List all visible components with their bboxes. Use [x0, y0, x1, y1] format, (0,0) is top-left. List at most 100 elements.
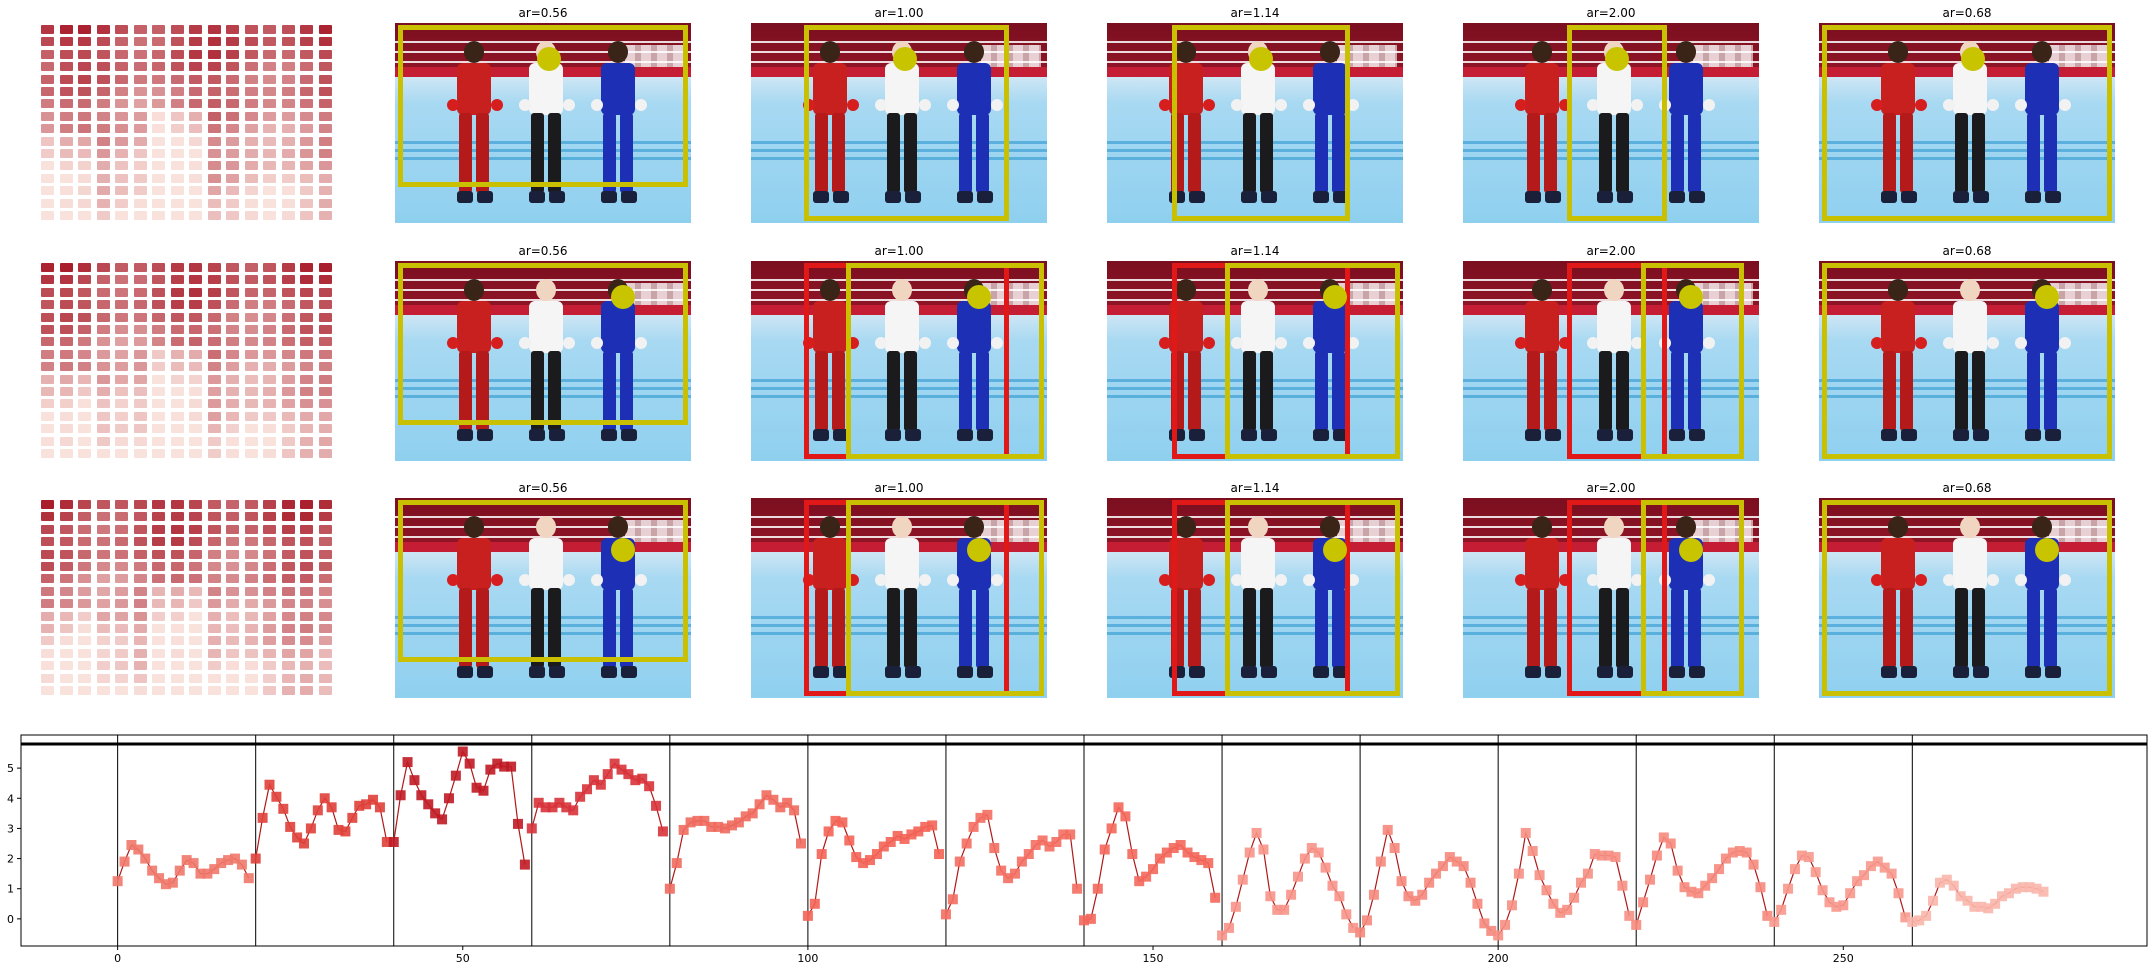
heatmap-cell: [133, 198, 147, 208]
heatmap-cell: [152, 524, 165, 534]
data-point: [1299, 853, 1310, 864]
heatmap-cell: [281, 411, 295, 421]
heatmap-cell: [96, 325, 110, 334]
data-point: [1085, 913, 1096, 924]
figure-glove: [1347, 574, 1359, 586]
figure-head: [2032, 516, 2052, 538]
heatmap-cell: [189, 362, 202, 372]
heatmap-cell: [281, 198, 295, 208]
heatmap-cell: [59, 524, 73, 534]
heatmap-cell: [115, 173, 128, 183]
figure-leg: [531, 351, 544, 431]
data-point: [492, 758, 503, 769]
data-point: [1914, 915, 1925, 926]
heatmap-cell: [318, 312, 332, 322]
figure-leg: [1243, 113, 1256, 193]
heatmap-cell: [318, 624, 332, 633]
heatmap-cell: [41, 124, 54, 134]
figure-glove: [1987, 337, 1999, 349]
heatmap-cell: [207, 186, 221, 196]
figure-shoe: [1973, 191, 1989, 203]
heatmap-cell: [189, 49, 202, 59]
data-point: [1127, 849, 1138, 860]
figure-head: [892, 279, 912, 301]
heatmap-cell: [189, 586, 202, 596]
figure-glove: [1347, 337, 1359, 349]
series-line: [1635, 836, 1768, 926]
figure-torso: [1953, 301, 1987, 353]
heatmap-cell: [115, 362, 128, 372]
heatmap-cell: [59, 599, 73, 609]
boxing-photo: [395, 261, 691, 461]
data-point: [1534, 870, 1545, 881]
heatmap-cell: [170, 524, 184, 534]
yellow-crop-box: [1225, 500, 1401, 696]
figure-shoe: [1525, 666, 1541, 678]
heatmap-cell: [226, 325, 239, 334]
focus-point-marker: [1322, 285, 1347, 309]
heatmap-cell: [244, 411, 258, 421]
heatmap-cell: [263, 325, 276, 334]
heatmap-cell: [244, 661, 258, 671]
data-point: [1210, 892, 1221, 903]
heatmap-cell: [318, 636, 332, 646]
heatmap-cell: [59, 512, 73, 522]
x-tick-label: 200: [1488, 952, 1509, 965]
figure-shoe: [1313, 191, 1329, 203]
red-crop-box: [1566, 263, 1668, 459]
heatmap-cell: [170, 399, 184, 409]
data-point: [1079, 915, 1089, 926]
figure-leg: [1188, 113, 1201, 193]
series-line: [1221, 831, 1354, 936]
data-point: [236, 859, 247, 870]
heatmap-cell: [263, 387, 276, 396]
image-panel: ar=0.68: [1819, 244, 2115, 461]
figure-shoe: [2025, 666, 2041, 678]
heatmap-cell: [318, 349, 332, 359]
heatmap-cell: [41, 661, 54, 671]
data-point: [160, 879, 171, 890]
yellow-crop-box: [804, 25, 1009, 221]
data-point: [726, 820, 737, 831]
heatmap-cell: [78, 300, 91, 310]
heatmap-cell: [207, 436, 221, 446]
heatmap-cell: [244, 636, 258, 646]
heatmap-cell: [226, 49, 239, 59]
figure-shoe: [549, 429, 565, 441]
heatmap-cell: [263, 312, 276, 322]
heatmap-cell: [96, 25, 110, 34]
heatmap-cell: [96, 211, 110, 220]
referee-figure: [517, 506, 577, 696]
heatmap-cell: [263, 611, 276, 621]
heatmap-cell: [207, 136, 221, 146]
figure-glove: [1987, 574, 1999, 586]
figure-glove: [591, 574, 603, 586]
heatmap-cell: [207, 99, 221, 109]
heatmap-cell: [263, 686, 276, 695]
red-boxer-figure: [1513, 506, 1573, 696]
heatmap-cell: [318, 562, 332, 571]
heatmap-cell: [189, 275, 202, 285]
data-point: [871, 849, 882, 860]
data-point: [216, 858, 227, 869]
heatmap-cell: [59, 500, 73, 509]
panel-title: ar=1.00: [874, 6, 924, 20]
red-boxer-figure: [445, 269, 505, 459]
data-point: [1341, 909, 1352, 920]
data-point: [229, 853, 240, 864]
panel-title: ar=1.14: [1230, 244, 1280, 258]
heatmap-cell: [59, 362, 73, 372]
figure-leg: [976, 351, 989, 431]
heatmap-cell: [133, 186, 147, 196]
figure-shoe: [1901, 666, 1917, 678]
heatmap-cell: [96, 287, 110, 297]
heatmap-cell: [281, 74, 295, 84]
figure-torso: [1241, 63, 1275, 115]
figure-glove: [991, 337, 1003, 349]
data-point: [1265, 891, 1276, 902]
heatmap-cell: [115, 686, 128, 695]
heatmap-cell: [78, 449, 91, 458]
heatmap-cell: [189, 411, 202, 421]
heatmap-cell: [96, 562, 110, 571]
figure-head: [964, 516, 984, 538]
